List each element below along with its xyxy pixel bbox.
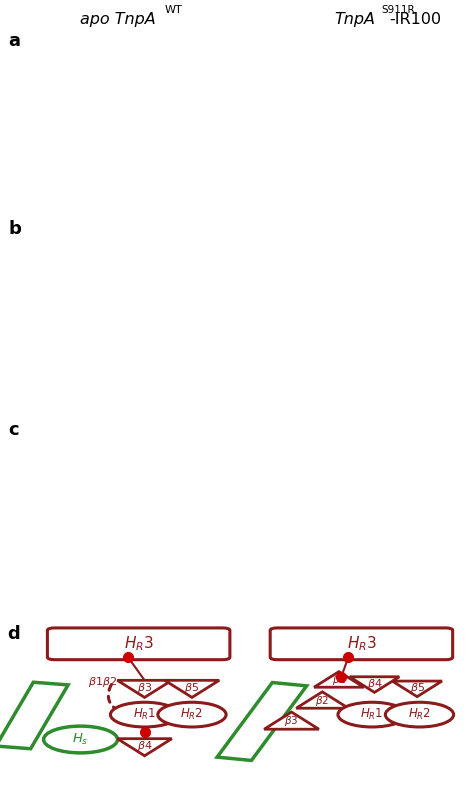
Polygon shape <box>117 739 172 755</box>
Text: $\beta5$: $\beta5$ <box>410 681 425 695</box>
Polygon shape <box>117 680 172 698</box>
Text: $\beta4$: $\beta4$ <box>367 677 382 691</box>
Polygon shape <box>314 672 364 687</box>
Text: WT: WT <box>165 5 183 15</box>
Circle shape <box>110 702 179 727</box>
Text: $H_R2$: $H_R2$ <box>180 707 204 722</box>
Circle shape <box>338 702 406 727</box>
Polygon shape <box>350 677 399 692</box>
Polygon shape <box>0 682 68 749</box>
Text: -IR100: -IR100 <box>389 12 441 27</box>
Text: $\beta3$: $\beta3$ <box>284 714 299 729</box>
FancyBboxPatch shape <box>47 628 230 660</box>
Text: $H_R1$: $H_R1$ <box>360 707 384 722</box>
Text: $H_R2$: $H_R2$ <box>408 707 431 722</box>
Circle shape <box>385 702 454 727</box>
Polygon shape <box>217 683 307 760</box>
Text: $\beta5$: $\beta5$ <box>184 681 200 695</box>
Text: $H_R1$: $H_R1$ <box>133 707 156 722</box>
Text: TnpA: TnpA <box>335 12 375 27</box>
Text: $\beta4$: $\beta4$ <box>137 740 152 753</box>
Text: d: d <box>7 625 20 642</box>
Polygon shape <box>392 681 442 697</box>
Text: $H_s$: $H_s$ <box>73 732 89 747</box>
Text: a: a <box>8 32 20 50</box>
Text: $\beta2$: $\beta2$ <box>315 694 329 708</box>
Polygon shape <box>296 692 348 708</box>
Text: S911R: S911R <box>381 5 415 15</box>
Text: $\beta1\beta2$: $\beta1\beta2$ <box>88 675 117 689</box>
Circle shape <box>44 726 118 753</box>
Polygon shape <box>165 680 219 698</box>
Text: b: b <box>8 221 21 238</box>
Text: $\beta3$: $\beta3$ <box>137 681 152 695</box>
Circle shape <box>158 702 226 727</box>
Text: $H_R3$: $H_R3$ <box>346 634 376 653</box>
Text: $\beta1$: $\beta1$ <box>332 673 346 687</box>
Text: $H_R3$: $H_R3$ <box>124 634 154 653</box>
FancyBboxPatch shape <box>270 628 453 660</box>
Polygon shape <box>264 712 319 729</box>
Text: c: c <box>8 421 18 439</box>
Text: apo TnpA: apo TnpA <box>80 12 156 27</box>
